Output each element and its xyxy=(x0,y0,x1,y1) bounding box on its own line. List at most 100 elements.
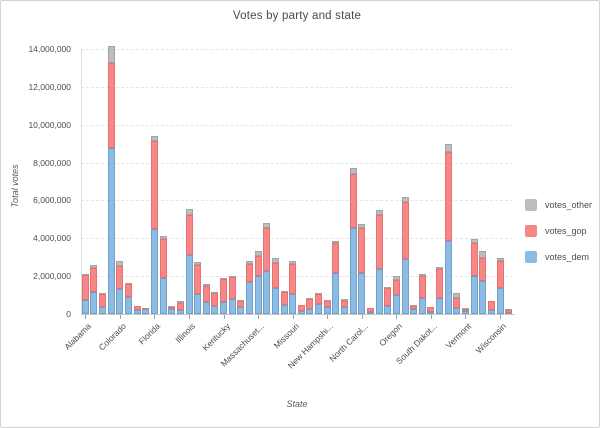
bar-segment-votes_dem[interactable] xyxy=(436,297,444,314)
bar-segment-votes_other[interactable] xyxy=(202,284,210,287)
bar-segment-votes_gop[interactable] xyxy=(280,291,288,305)
bar-segment-votes_gop[interactable] xyxy=(505,309,513,313)
bar-segment-votes_other[interactable] xyxy=(185,209,193,215)
bar-segment-votes_dem[interactable] xyxy=(263,271,271,314)
bar-segment-votes_dem[interactable] xyxy=(142,308,150,314)
bar-segment-votes_other[interactable] xyxy=(401,197,409,203)
bar-segment-votes_dem[interactable] xyxy=(125,297,133,314)
bar-segment-votes_other[interactable] xyxy=(444,144,452,152)
bar-segment-votes_other[interactable] xyxy=(487,300,495,302)
bar-segment-votes_dem[interactable] xyxy=(202,301,210,314)
bar-segment-votes_dem[interactable] xyxy=(159,278,167,314)
bar-segment-votes_dem[interactable] xyxy=(427,311,435,314)
bar-segment-votes_gop[interactable] xyxy=(375,214,383,269)
bar-segment-votes_dem[interactable] xyxy=(505,312,513,314)
bar-segment-votes_other[interactable] xyxy=(220,277,228,280)
bar-segment-votes_gop[interactable] xyxy=(366,308,374,313)
bar-segment-votes_other[interactable] xyxy=(375,209,383,215)
bar-segment-votes_gop[interactable] xyxy=(81,275,89,301)
bar-segment-votes_gop[interactable] xyxy=(496,261,504,288)
bar-segment-votes_other[interactable] xyxy=(384,286,392,289)
bar-segment-votes_gop[interactable] xyxy=(116,265,124,289)
bar-segment-votes_other[interactable] xyxy=(237,299,245,301)
bar-segment-votes_dem[interactable] xyxy=(366,312,374,314)
bar-segment-votes_other[interactable] xyxy=(107,45,115,64)
bar-segment-votes_other[interactable] xyxy=(194,262,202,265)
bar-segment-votes_dem[interactable] xyxy=(289,293,297,314)
bar-segment-votes_other[interactable] xyxy=(81,273,89,276)
bar-segment-votes_other[interactable] xyxy=(90,265,98,269)
bar-segment-votes_gop[interactable] xyxy=(470,243,478,277)
bar-segment-votes_dem[interactable] xyxy=(323,307,331,314)
bar-segment-votes_gop[interactable] xyxy=(133,306,141,310)
bar-segment-votes_dem[interactable] xyxy=(375,268,383,314)
bar-segment-votes_gop[interactable] xyxy=(125,284,133,297)
bar-segment-votes_gop[interactable] xyxy=(358,227,366,273)
bar-segment-votes_other[interactable] xyxy=(461,308,469,309)
bar-segment-votes_dem[interactable] xyxy=(496,287,504,314)
bar-segment-votes_gop[interactable] xyxy=(461,308,469,311)
bar-segment-votes_other[interactable] xyxy=(341,298,349,301)
bar-segment-votes_gop[interactable] xyxy=(401,202,409,259)
bar-segment-votes_dem[interactable] xyxy=(185,255,193,314)
bar-segment-votes_gop[interactable] xyxy=(237,300,245,308)
bar-segment-votes_other[interactable] xyxy=(263,223,271,228)
bar-segment-votes_gop[interactable] xyxy=(392,280,400,296)
bar-segment-votes_other[interactable] xyxy=(176,300,184,303)
bar-segment-votes_dem[interactable] xyxy=(220,302,228,314)
bar-segment-votes_gop[interactable] xyxy=(436,268,444,298)
bar-segment-votes_gop[interactable] xyxy=(228,276,236,300)
bar-segment-votes_dem[interactable] xyxy=(470,276,478,314)
bar-segment-votes_dem[interactable] xyxy=(90,292,98,314)
bar-segment-votes_gop[interactable] xyxy=(168,306,176,309)
bar-segment-votes_other[interactable] xyxy=(366,307,374,309)
bar-segment-votes_other[interactable] xyxy=(410,305,418,306)
bar-segment-votes_dem[interactable] xyxy=(349,227,357,314)
bar-segment-votes_other[interactable] xyxy=(332,240,340,244)
bar-segment-votes_other[interactable] xyxy=(271,258,279,264)
bar-segment-votes_gop[interactable] xyxy=(289,263,297,294)
bar-segment-votes_other[interactable] xyxy=(289,260,297,264)
bar-segment-votes_dem[interactable] xyxy=(479,281,487,314)
bar-segment-votes_gop[interactable] xyxy=(384,288,392,307)
bar-segment-votes_dem[interactable] xyxy=(254,276,262,314)
bar-segment-votes_dem[interactable] xyxy=(81,300,89,314)
bar-segment-votes_dem[interactable] xyxy=(237,307,245,314)
bar-segment-votes_other[interactable] xyxy=(479,251,487,258)
bar-segment-votes_dem[interactable] xyxy=(194,294,202,314)
bar-segment-votes_dem[interactable] xyxy=(306,308,314,314)
bar-segment-votes_other[interactable] xyxy=(358,224,366,228)
bar-segment-votes_other[interactable] xyxy=(99,292,107,294)
bar-segment-votes_gop[interactable] xyxy=(202,286,210,302)
bar-segment-votes_gop[interactable] xyxy=(323,300,331,308)
bar-segment-votes_gop[interactable] xyxy=(211,293,219,306)
bar-segment-votes_gop[interactable] xyxy=(487,301,495,311)
bar-segment-votes_gop[interactable] xyxy=(427,307,435,312)
bar-segment-votes_other[interactable] xyxy=(116,261,124,266)
bar-segment-votes_dem[interactable] xyxy=(341,306,349,314)
bar-segment-votes_gop[interactable] xyxy=(263,227,271,272)
bar-segment-votes_gop[interactable] xyxy=(107,63,115,149)
bar-segment-votes_dem[interactable] xyxy=(107,148,115,314)
bar-segment-votes_gop[interactable] xyxy=(185,214,193,256)
bar-segment-votes_other[interactable] xyxy=(297,304,305,306)
bar-segment-votes_dem[interactable] xyxy=(168,308,176,314)
bar-segment-votes_gop[interactable] xyxy=(159,238,167,279)
bar-segment-votes_gop[interactable] xyxy=(410,305,418,310)
bar-segment-votes_dem[interactable] xyxy=(315,303,323,314)
bar-segment-votes_other[interactable] xyxy=(418,274,426,276)
bar-segment-votes_dem[interactable] xyxy=(410,309,418,314)
bar-segment-votes_dem[interactable] xyxy=(280,304,288,314)
bar-segment-votes_dem[interactable] xyxy=(418,297,426,314)
bar-segment-votes_dem[interactable] xyxy=(211,305,219,314)
bar-segment-votes_other[interactable] xyxy=(349,167,357,175)
bar-segment-votes_other[interactable] xyxy=(323,299,331,301)
bar-segment-votes_other[interactable] xyxy=(211,291,219,294)
bar-segment-votes_other[interactable] xyxy=(496,257,504,262)
bar-segment-votes_gop[interactable] xyxy=(220,279,228,303)
bar-segment-votes_dem[interactable] xyxy=(271,288,279,314)
bar-segment-votes_other[interactable] xyxy=(228,275,236,277)
bar-segment-votes_other[interactable] xyxy=(245,261,253,265)
bar-segment-votes_gop[interactable] xyxy=(315,294,323,304)
bar-segment-votes_other[interactable] xyxy=(453,292,461,299)
